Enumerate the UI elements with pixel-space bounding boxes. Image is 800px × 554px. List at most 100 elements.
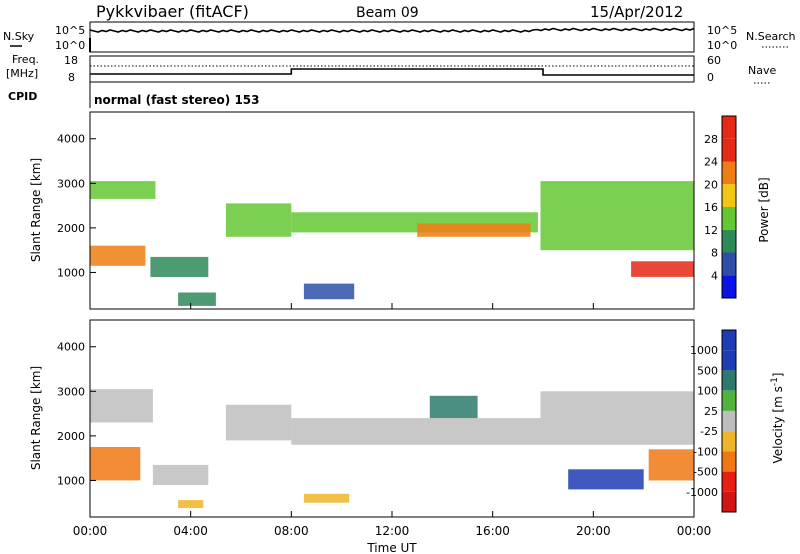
velocity-colorbar-swatch-2 (722, 370, 736, 391)
power-region-5 (417, 223, 531, 237)
velocity-colorbar-swatch-6 (722, 451, 736, 472)
velocity-region-0 (90, 389, 153, 423)
power-colorbar-tick-6: 28 (704, 133, 718, 146)
velocity-region-10 (303, 493, 350, 503)
power-x-axis (89, 303, 695, 309)
power-region-0 (90, 181, 156, 199)
power-colorbar-swatch-7 (722, 275, 736, 299)
power-colorbar-tick-0: 4 (711, 269, 718, 282)
power-region-7 (631, 261, 694, 277)
nsearch-label: N.Search (746, 30, 796, 43)
power-colorbar-swatch-0 (722, 116, 736, 139)
freq-tick-bottom: 8 (68, 71, 75, 84)
velocity-x-axis: 00:00 04:00 08:00 12:00 16:00 20:00 00:00 (73, 511, 712, 538)
velocity-xtick-label-1: 04:00 (173, 524, 208, 538)
velocity-region-5 (429, 395, 478, 419)
velocity-region-1 (90, 447, 141, 481)
velocity-region-6 (540, 391, 694, 445)
power-colorbar-frame (721, 115, 737, 299)
cpid-text: normal (fast stereo) 153 (94, 93, 260, 107)
velocity-colorbar-tick-0: 1000 (690, 344, 718, 357)
velocity-xtick-label-0: 00:00 (73, 524, 108, 538)
velocity-colorbar-swatch-4 (722, 410, 736, 432)
velocity-y-axis-label: Slant Range [km] (29, 366, 43, 470)
power-y-axis-label: Slant Range [km] (29, 158, 43, 262)
velocity-ytick-label-1: 2000 (57, 430, 85, 443)
velocity-region-9 (178, 500, 204, 509)
power-colorbar-label: Power [dB] (757, 177, 771, 242)
velocity-ytick-label-0: 1000 (57, 474, 85, 487)
beam-label: Beam 09 (356, 5, 419, 21)
power-region-6 (540, 181, 694, 251)
power-colorbar: 4 8 12 16 20 24 28 (704, 115, 737, 299)
velocity-colorbar-tick-5: -100 (693, 445, 718, 458)
nsky-tick-bottom: 10^0 (55, 39, 85, 52)
power-data (90, 181, 694, 306)
nsearch-tick-top: 10^5 (707, 24, 737, 37)
velocity-xtick-label-4: 16:00 (475, 524, 510, 538)
power-region-8 (178, 292, 216, 306)
power-colorbar-tick-4: 20 (704, 178, 718, 191)
power-colorbar-swatch-6 (722, 252, 736, 276)
velocity-ytick-label-2: 3000 (57, 385, 85, 398)
velocity-colorbar-swatch-1 (722, 350, 736, 371)
nsky-panel (89, 21, 695, 53)
nave-label: Nave (748, 64, 776, 77)
time-axis-label: Time UT (366, 541, 417, 554)
velocity-colorbar-frame (721, 329, 737, 513)
power-region-9 (303, 283, 355, 300)
nave-tick-top: 60 (707, 54, 721, 67)
power-colorbar-swatch-2 (722, 161, 736, 185)
power-colorbar-swatch-3 (722, 184, 736, 208)
power-colorbar-swatch-4 (722, 207, 736, 230)
freq-unit-label: [MHz] (6, 67, 38, 80)
power-colorbar-tick-3: 16 (704, 201, 718, 214)
station-title: Pykkvibaer (fitACF) (96, 2, 249, 21)
nsky-tick-top: 10^5 (55, 24, 85, 37)
power-y-axis: 1000 2000 3000 4000 (57, 133, 96, 279)
power-region-3 (225, 203, 292, 237)
velocity-xtick-label-6: 00:00 (677, 524, 712, 538)
freq-label: Freq. (12, 53, 39, 66)
date-label: 15/Apr/2012 (590, 3, 683, 21)
velocity-region-8 (568, 469, 644, 490)
power-ytick-label-1: 2000 (57, 222, 85, 235)
velocity-ytick-label-3: 4000 (57, 341, 85, 354)
freq-tick-top: 18 (64, 54, 78, 67)
velocity-colorbar-tick-7: -1000 (686, 486, 718, 499)
power-colorbar-swatch-1 (722, 138, 736, 162)
freq-trace (90, 68, 694, 76)
velocity-colorbar: 1000 500 100 25 -25 -100 -500 -1000 (686, 329, 737, 513)
velocity-region-4 (291, 418, 541, 445)
power-ytick-label-0: 1000 (57, 266, 85, 279)
power-region-1 (90, 245, 146, 266)
velocity-colorbar-swatch-7 (722, 471, 736, 492)
power-colorbar-tick-2: 12 (704, 224, 718, 237)
velocity-xtick-label-5: 20:00 (576, 524, 611, 538)
velocity-xtick-label-2: 08:00 (274, 524, 309, 538)
velocity-colorbar-swatch-8 (722, 491, 736, 512)
velocity-region-3 (225, 404, 292, 441)
velocity-colorbar-label: Velocity [m s-1] (770, 373, 785, 464)
velocity-colorbar-tick-2: 100 (697, 385, 718, 398)
nsearch-tick-bottom: 10^0 (707, 39, 737, 52)
velocity-region-2 (152, 464, 209, 485)
cpid-label: CPID (8, 90, 37, 103)
nave-tick-bottom: 0 (707, 71, 714, 84)
power-ytick-label-3: 4000 (57, 133, 85, 146)
velocity-colorbar-tick-1: 500 (697, 364, 718, 377)
velocity-colorbar-swatch-5 (722, 431, 736, 452)
velocity-colorbar-tick-3: 25 (704, 405, 718, 418)
velocity-y-axis: 1000 2000 3000 4000 (57, 341, 96, 487)
velocity-data (90, 389, 694, 509)
velocity-colorbar-swatch-0 (722, 330, 736, 351)
power-colorbar-tick-1: 8 (711, 247, 718, 260)
velocity-region-7 (648, 449, 694, 481)
velocity-colorbar-tick-4: -25 (700, 425, 718, 438)
nsky-trace (89, 27, 695, 33)
power-region-2 (150, 256, 209, 277)
velocity-colorbar-swatch-3 (722, 390, 736, 411)
freq-panel (89, 55, 695, 83)
